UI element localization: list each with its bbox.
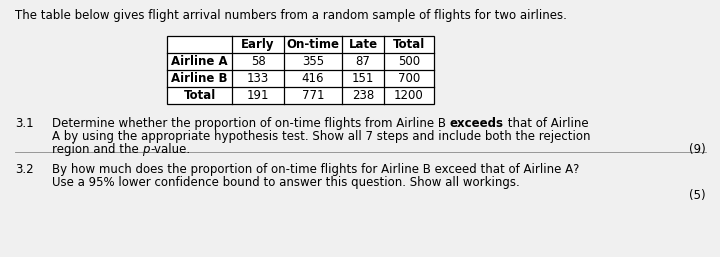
Text: 3.2: 3.2 (15, 163, 34, 176)
Text: The table below gives flight arrival numbers from a random sample of flights for: The table below gives flight arrival num… (15, 9, 567, 22)
Text: 58: 58 (251, 55, 266, 68)
Text: 191: 191 (247, 89, 269, 102)
Text: On-time: On-time (287, 38, 340, 51)
Text: -value.: -value. (150, 143, 190, 156)
Text: region and the: region and the (52, 143, 143, 156)
Text: 1200: 1200 (394, 89, 424, 102)
Text: (9): (9) (689, 143, 706, 156)
Text: Airline B: Airline B (171, 72, 228, 85)
Text: Early: Early (241, 38, 275, 51)
Text: 500: 500 (398, 55, 420, 68)
Text: Airline A: Airline A (171, 55, 228, 68)
Text: Late: Late (348, 38, 377, 51)
Text: p: p (143, 143, 150, 156)
Text: 416: 416 (302, 72, 324, 85)
Text: exceeds: exceeds (450, 117, 504, 130)
Text: 133: 133 (247, 72, 269, 85)
Text: 151: 151 (352, 72, 374, 85)
Text: 238: 238 (352, 89, 374, 102)
Text: that of Airline: that of Airline (504, 117, 588, 130)
Bar (167, 36, 434, 104)
Text: 700: 700 (398, 72, 420, 85)
Text: 87: 87 (356, 55, 370, 68)
Text: 3.1: 3.1 (15, 117, 34, 130)
Text: By how much does the proportion of on-time flights for Airline B exceed that of : By how much does the proportion of on-ti… (52, 163, 580, 176)
Text: Determine whether the proportion of on-time flights from Airline B: Determine whether the proportion of on-t… (52, 117, 450, 130)
Text: Use a 95% lower confidence bound to answer this question. Show all workings.: Use a 95% lower confidence bound to answ… (52, 176, 520, 189)
Text: (5): (5) (689, 189, 706, 202)
Text: A by using the appropriate hypothesis test. Show all 7 steps and include both th: A by using the appropriate hypothesis te… (52, 130, 590, 143)
Text: Total: Total (184, 89, 215, 102)
Text: 771: 771 (302, 89, 324, 102)
Text: Total: Total (393, 38, 425, 51)
Text: 355: 355 (302, 55, 324, 68)
